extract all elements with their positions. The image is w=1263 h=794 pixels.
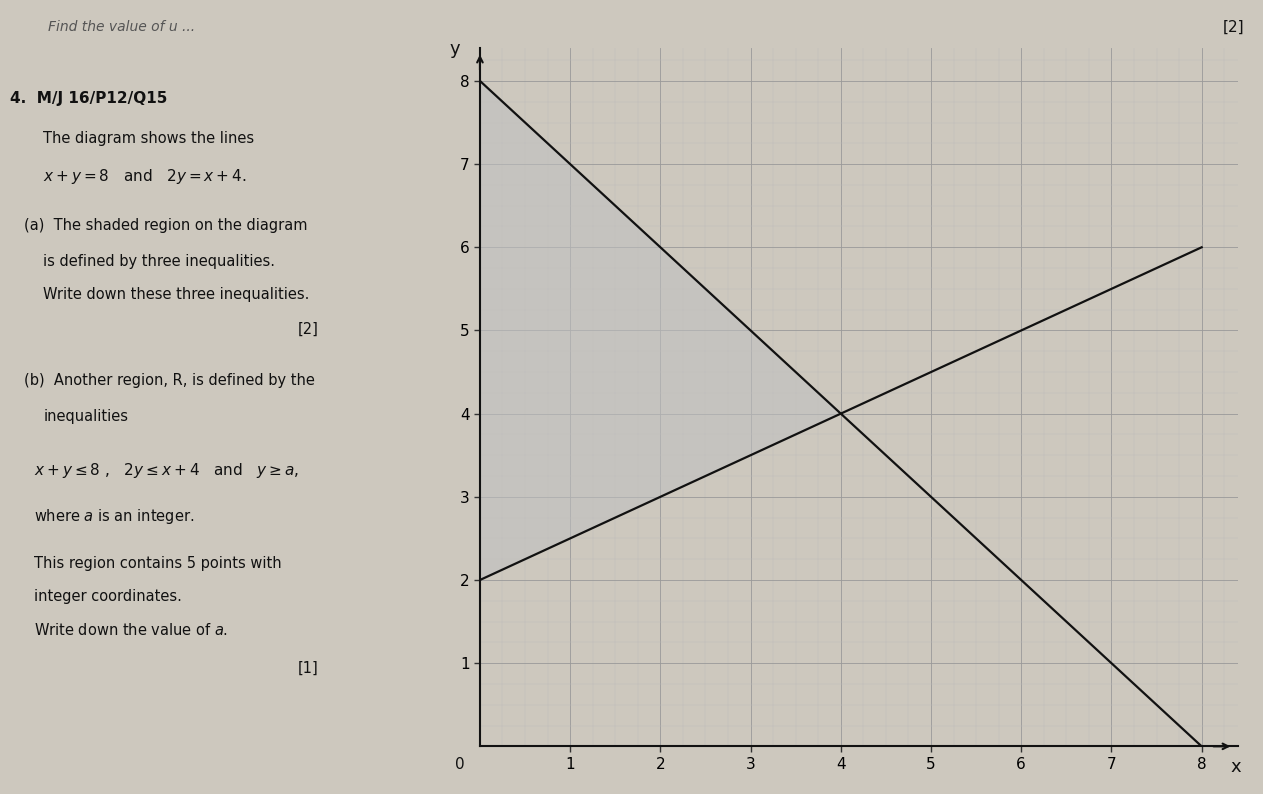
Text: Find the value of u ...: Find the value of u ... <box>48 20 195 34</box>
Polygon shape <box>480 81 841 580</box>
Text: integer coordinates.: integer coordinates. <box>34 589 182 604</box>
Text: Write down the value of $a$.: Write down the value of $a$. <box>34 622 227 638</box>
Text: is defined by three inequalities.: is defined by three inequalities. <box>43 254 275 269</box>
Text: 0: 0 <box>455 757 465 772</box>
Text: [1]: [1] <box>298 661 318 676</box>
Text: [2]: [2] <box>298 322 318 337</box>
Text: This region contains 5 points with: This region contains 5 points with <box>34 556 282 571</box>
Text: (a)  The shaded region on the diagram: (a) The shaded region on the diagram <box>24 218 307 233</box>
Text: [2]: [2] <box>1223 20 1244 35</box>
Text: The diagram shows the lines: The diagram shows the lines <box>43 131 254 146</box>
Text: x: x <box>1230 758 1242 777</box>
Text: y: y <box>450 40 460 58</box>
Text: $x+y\leq8$ ,   $2y\leq x+4$   and   $y\geq a$,: $x+y\leq8$ , $2y\leq x+4$ and $y\geq a$, <box>34 461 298 480</box>
Text: (b)  Another region, R, is defined by the: (b) Another region, R, is defined by the <box>24 373 314 388</box>
Text: Write down these three inequalities.: Write down these three inequalities. <box>43 287 309 303</box>
Text: where $a$ is an integer.: where $a$ is an integer. <box>34 507 193 526</box>
Text: $x+y=8$   and   $2y=x+4$.: $x+y=8$ and $2y=x+4$. <box>43 167 246 186</box>
Text: inequalities: inequalities <box>43 409 129 424</box>
Text: 4.  M/J 16/P12/Q15: 4. M/J 16/P12/Q15 <box>10 91 167 106</box>
